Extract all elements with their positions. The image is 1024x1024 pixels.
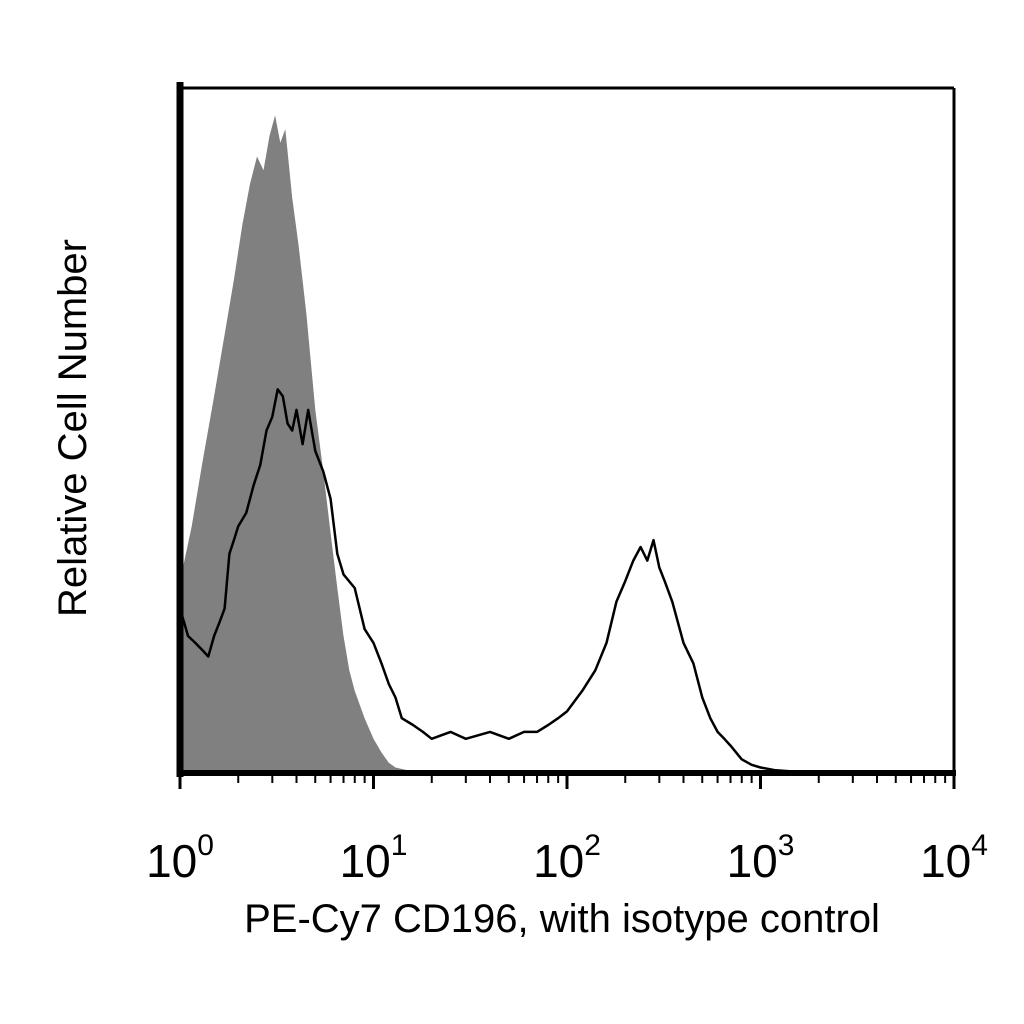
isotype-control-histogram (180, 115, 954, 773)
plot-area (176, 82, 956, 777)
x-axis-label: PE-Cy7 CD196, with isotype control (244, 897, 880, 941)
x-tick-label: 102 (533, 829, 601, 887)
x-tick-label: 103 (727, 829, 795, 887)
x-tick-label: 104 (920, 829, 988, 887)
x-axis-ticks (178, 773, 956, 789)
x-axis-tick-labels: 100 101 102 103 104 (146, 829, 988, 887)
x-tick-label: 100 (146, 829, 214, 887)
y-axis-label: Relative Cell Number (51, 239, 95, 617)
x-tick-label: 101 (340, 829, 408, 887)
cd196-stained-histogram (178, 388, 954, 775)
